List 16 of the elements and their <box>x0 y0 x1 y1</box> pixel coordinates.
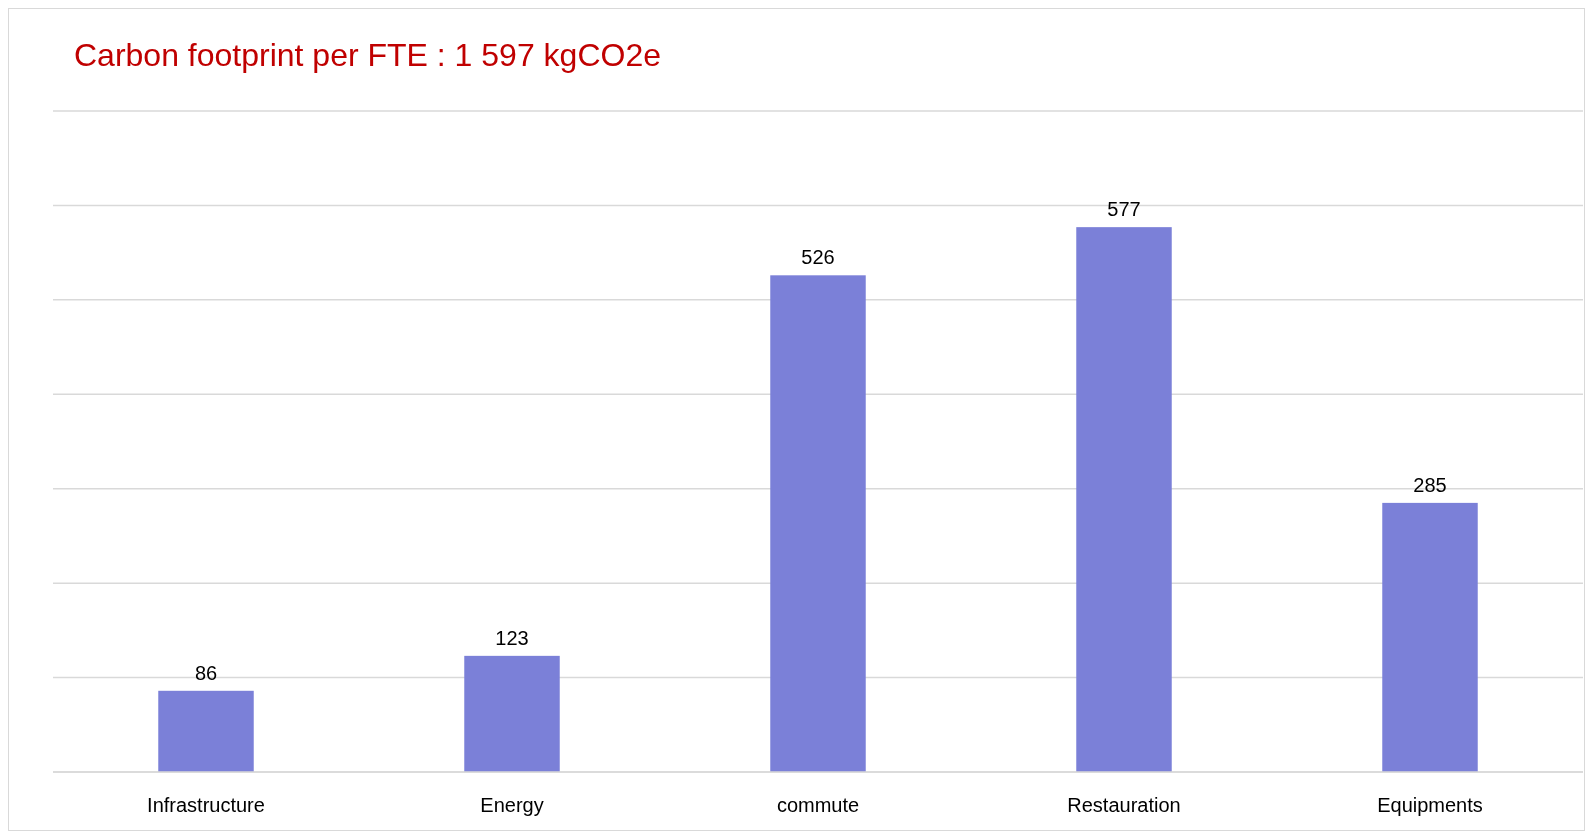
x-tick-label: Restauration <box>1067 794 1181 816</box>
data-label: 86 <box>194 661 218 684</box>
x-tick-label: Energy <box>480 794 544 816</box>
bar <box>1382 502 1478 772</box>
bar <box>1076 227 1172 772</box>
data-label: 526 <box>801 246 835 269</box>
x-tick-label: Equipments <box>1377 794 1483 816</box>
bar <box>770 275 866 772</box>
data-label: 577 <box>1107 198 1141 221</box>
x-tick-label: commute <box>776 794 860 816</box>
bar <box>158 690 254 772</box>
data-label: 285 <box>1413 473 1447 496</box>
data-label: 123 <box>495 626 529 649</box>
x-tick-label: Infrastructure <box>147 794 265 816</box>
bar <box>464 655 560 772</box>
chart-title: Carbon footprint per FTE : 1 597 kgCO2e <box>74 37 661 73</box>
